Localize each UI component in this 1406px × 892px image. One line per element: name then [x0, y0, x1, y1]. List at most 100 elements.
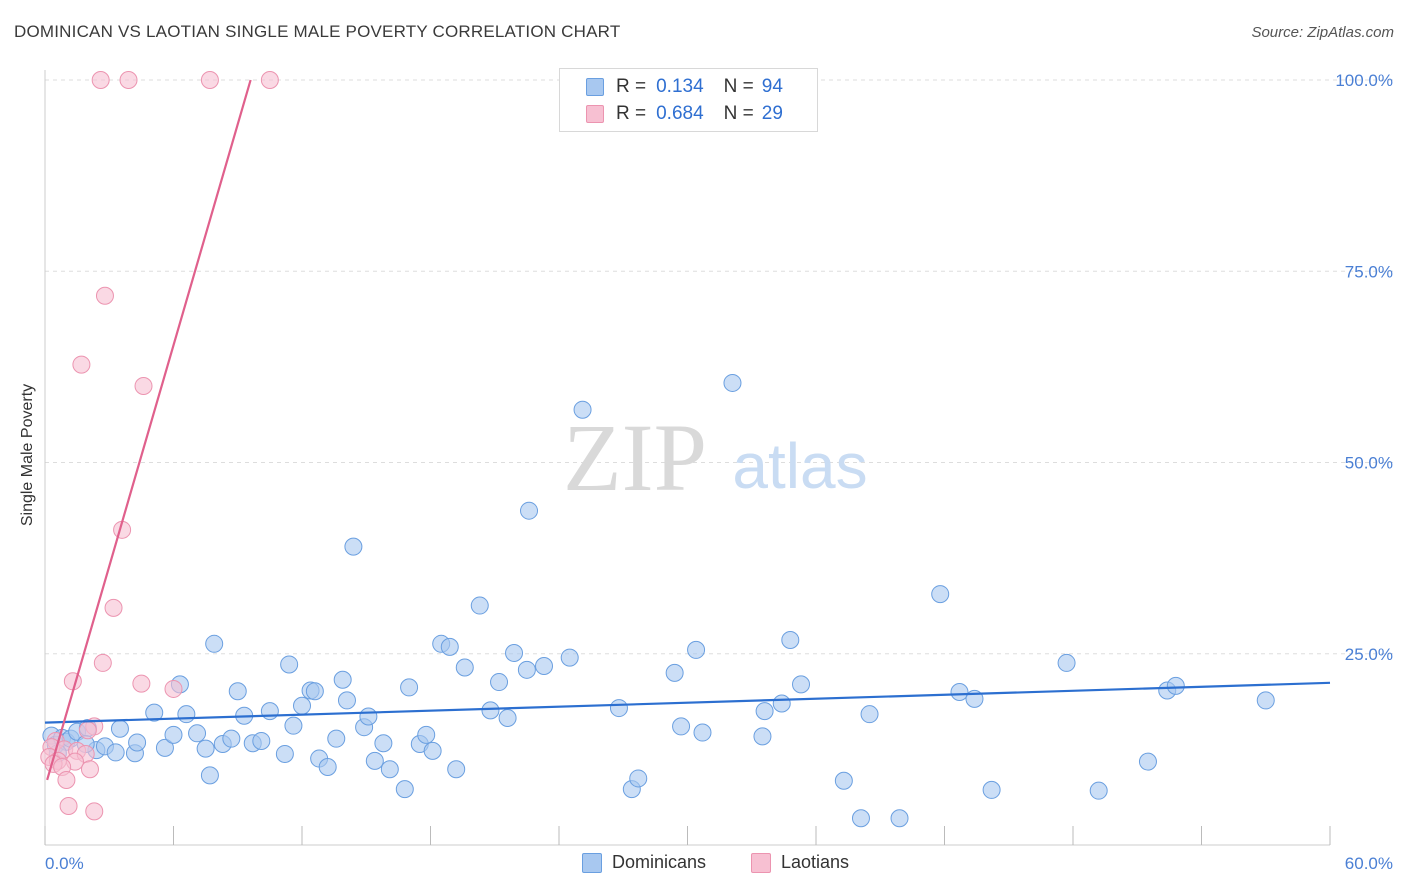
- watermark-atlas: atlas: [732, 430, 867, 502]
- dominican-point: [200, 766, 219, 785]
- dominican-point: [535, 656, 554, 675]
- dominican-point: [931, 585, 950, 604]
- dominican-point: [380, 760, 399, 779]
- dominican-point: [609, 699, 628, 718]
- laotian-point: [134, 377, 153, 395]
- dominican-point: [228, 682, 247, 701]
- dominican-point: [1138, 752, 1157, 771]
- laotian-point: [78, 721, 97, 740]
- dominican-point: [560, 648, 579, 667]
- dominican-point: [890, 809, 909, 828]
- dominican-point: [275, 744, 294, 763]
- laotian-point: [104, 598, 123, 617]
- dominican-point: [145, 703, 164, 722]
- dominican-point: [517, 660, 536, 679]
- chart-title: DOMINICAN VS LAOTIAN SINGLE MALE POVERTY…: [14, 22, 621, 41]
- dominican-point: [723, 373, 742, 392]
- legend-row-dominicans: R = 0.134 N = 94: [586, 75, 783, 99]
- dominican-point: [284, 716, 303, 735]
- dominican-point: [447, 760, 466, 779]
- legend-label-laotians: Laotians: [781, 852, 850, 872]
- dominican-point: [177, 705, 196, 724]
- dominican-point: [155, 738, 174, 757]
- legend-r-label: R =: [616, 76, 647, 97]
- dominican-point: [164, 725, 183, 744]
- dominican-point: [365, 751, 384, 770]
- dominican-point: [665, 663, 684, 682]
- laotian-point: [57, 770, 76, 789]
- data-points: [40, 71, 1275, 828]
- dominican-point: [260, 702, 279, 721]
- tick-labels: 25.0% 50.0% 75.0% 100.0% 0.0% 60.0%: [45, 71, 1393, 873]
- laotian-point: [164, 679, 183, 698]
- dominican-point: [753, 727, 772, 746]
- grid-lines: [45, 79, 1395, 655]
- dominican-point: [687, 640, 706, 659]
- dominican-point: [1166, 676, 1185, 695]
- dominican-point: [755, 702, 774, 721]
- dominican-point: [498, 709, 517, 728]
- laotian-legend-swatch: [751, 852, 771, 873]
- dominican-point: [293, 696, 311, 715]
- dominican-point: [106, 743, 125, 762]
- dominican-point: [305, 682, 324, 701]
- dominican-point: [693, 723, 712, 742]
- y-tick-label: 100.0%: [1335, 71, 1393, 90]
- laotian-swatch: [586, 105, 604, 123]
- dominican-point: [481, 701, 500, 720]
- dominican-point: [792, 675, 811, 694]
- dominican-point: [851, 809, 870, 828]
- dominican-point: [950, 683, 969, 701]
- dominican-point: [1256, 691, 1275, 710]
- laotian-trend-line: [46, 79, 252, 781]
- legend-r-value: 0.684: [656, 103, 704, 124]
- dominican-point: [417, 725, 436, 744]
- dominican-point: [470, 596, 489, 615]
- dominican-point: [455, 658, 474, 677]
- dominican-point: [1089, 781, 1108, 800]
- dominican-point: [205, 634, 224, 653]
- dominican-point: [128, 733, 147, 752]
- legend-n-label: N =: [723, 103, 754, 124]
- legend-item-dominicans[interactable]: Dominicans: [582, 852, 706, 873]
- legend-label-dominicans: Dominicans: [612, 852, 707, 872]
- dominican-point: [1057, 653, 1076, 672]
- dominican-point: [344, 537, 363, 556]
- legend-row-laotians: R = 0.684 N = 29: [586, 102, 783, 126]
- dominican-point: [252, 731, 271, 750]
- laotian-point: [59, 796, 78, 815]
- laotian-point: [93, 653, 112, 672]
- laotian-point: [63, 672, 82, 691]
- dominican-point: [423, 741, 442, 760]
- dominican-point: [520, 501, 539, 520]
- watermark-zip: ZIP: [563, 404, 707, 511]
- dominican-point: [834, 771, 853, 790]
- dominican-point: [505, 643, 524, 662]
- dominican-point: [982, 780, 1001, 799]
- legend-r-value: 0.134: [656, 76, 704, 97]
- laotian-point: [95, 286, 114, 305]
- dominican-point: [359, 707, 378, 726]
- axes: [44, 70, 1331, 846]
- laotian-point: [80, 760, 99, 779]
- legend-n-label: N =: [723, 76, 754, 97]
- dominican-point: [318, 757, 337, 776]
- legend-n-value: 94: [761, 76, 783, 97]
- dominican-point: [395, 780, 414, 799]
- dominican-point: [222, 729, 241, 748]
- legend-n-value: 29: [761, 103, 783, 124]
- laotian-point: [119, 71, 138, 89]
- dominican-point: [327, 729, 346, 748]
- laotian-point: [132, 674, 151, 693]
- trend-lines: [44, 79, 1331, 781]
- dominican-point: [400, 678, 419, 697]
- legend-item-laotians[interactable]: Laotians: [751, 852, 849, 873]
- correlation-legend: R = 0.134 N = 94 R = 0.684 N = 29: [559, 68, 818, 132]
- laotian-point: [72, 355, 91, 374]
- dominican-trend-line: [44, 681, 1331, 724]
- dominican-point: [573, 400, 592, 419]
- dominican-point: [440, 637, 459, 656]
- dominican-point: [772, 694, 791, 713]
- dominican-point: [110, 719, 129, 738]
- x-tick-label: 0.0%: [45, 854, 84, 873]
